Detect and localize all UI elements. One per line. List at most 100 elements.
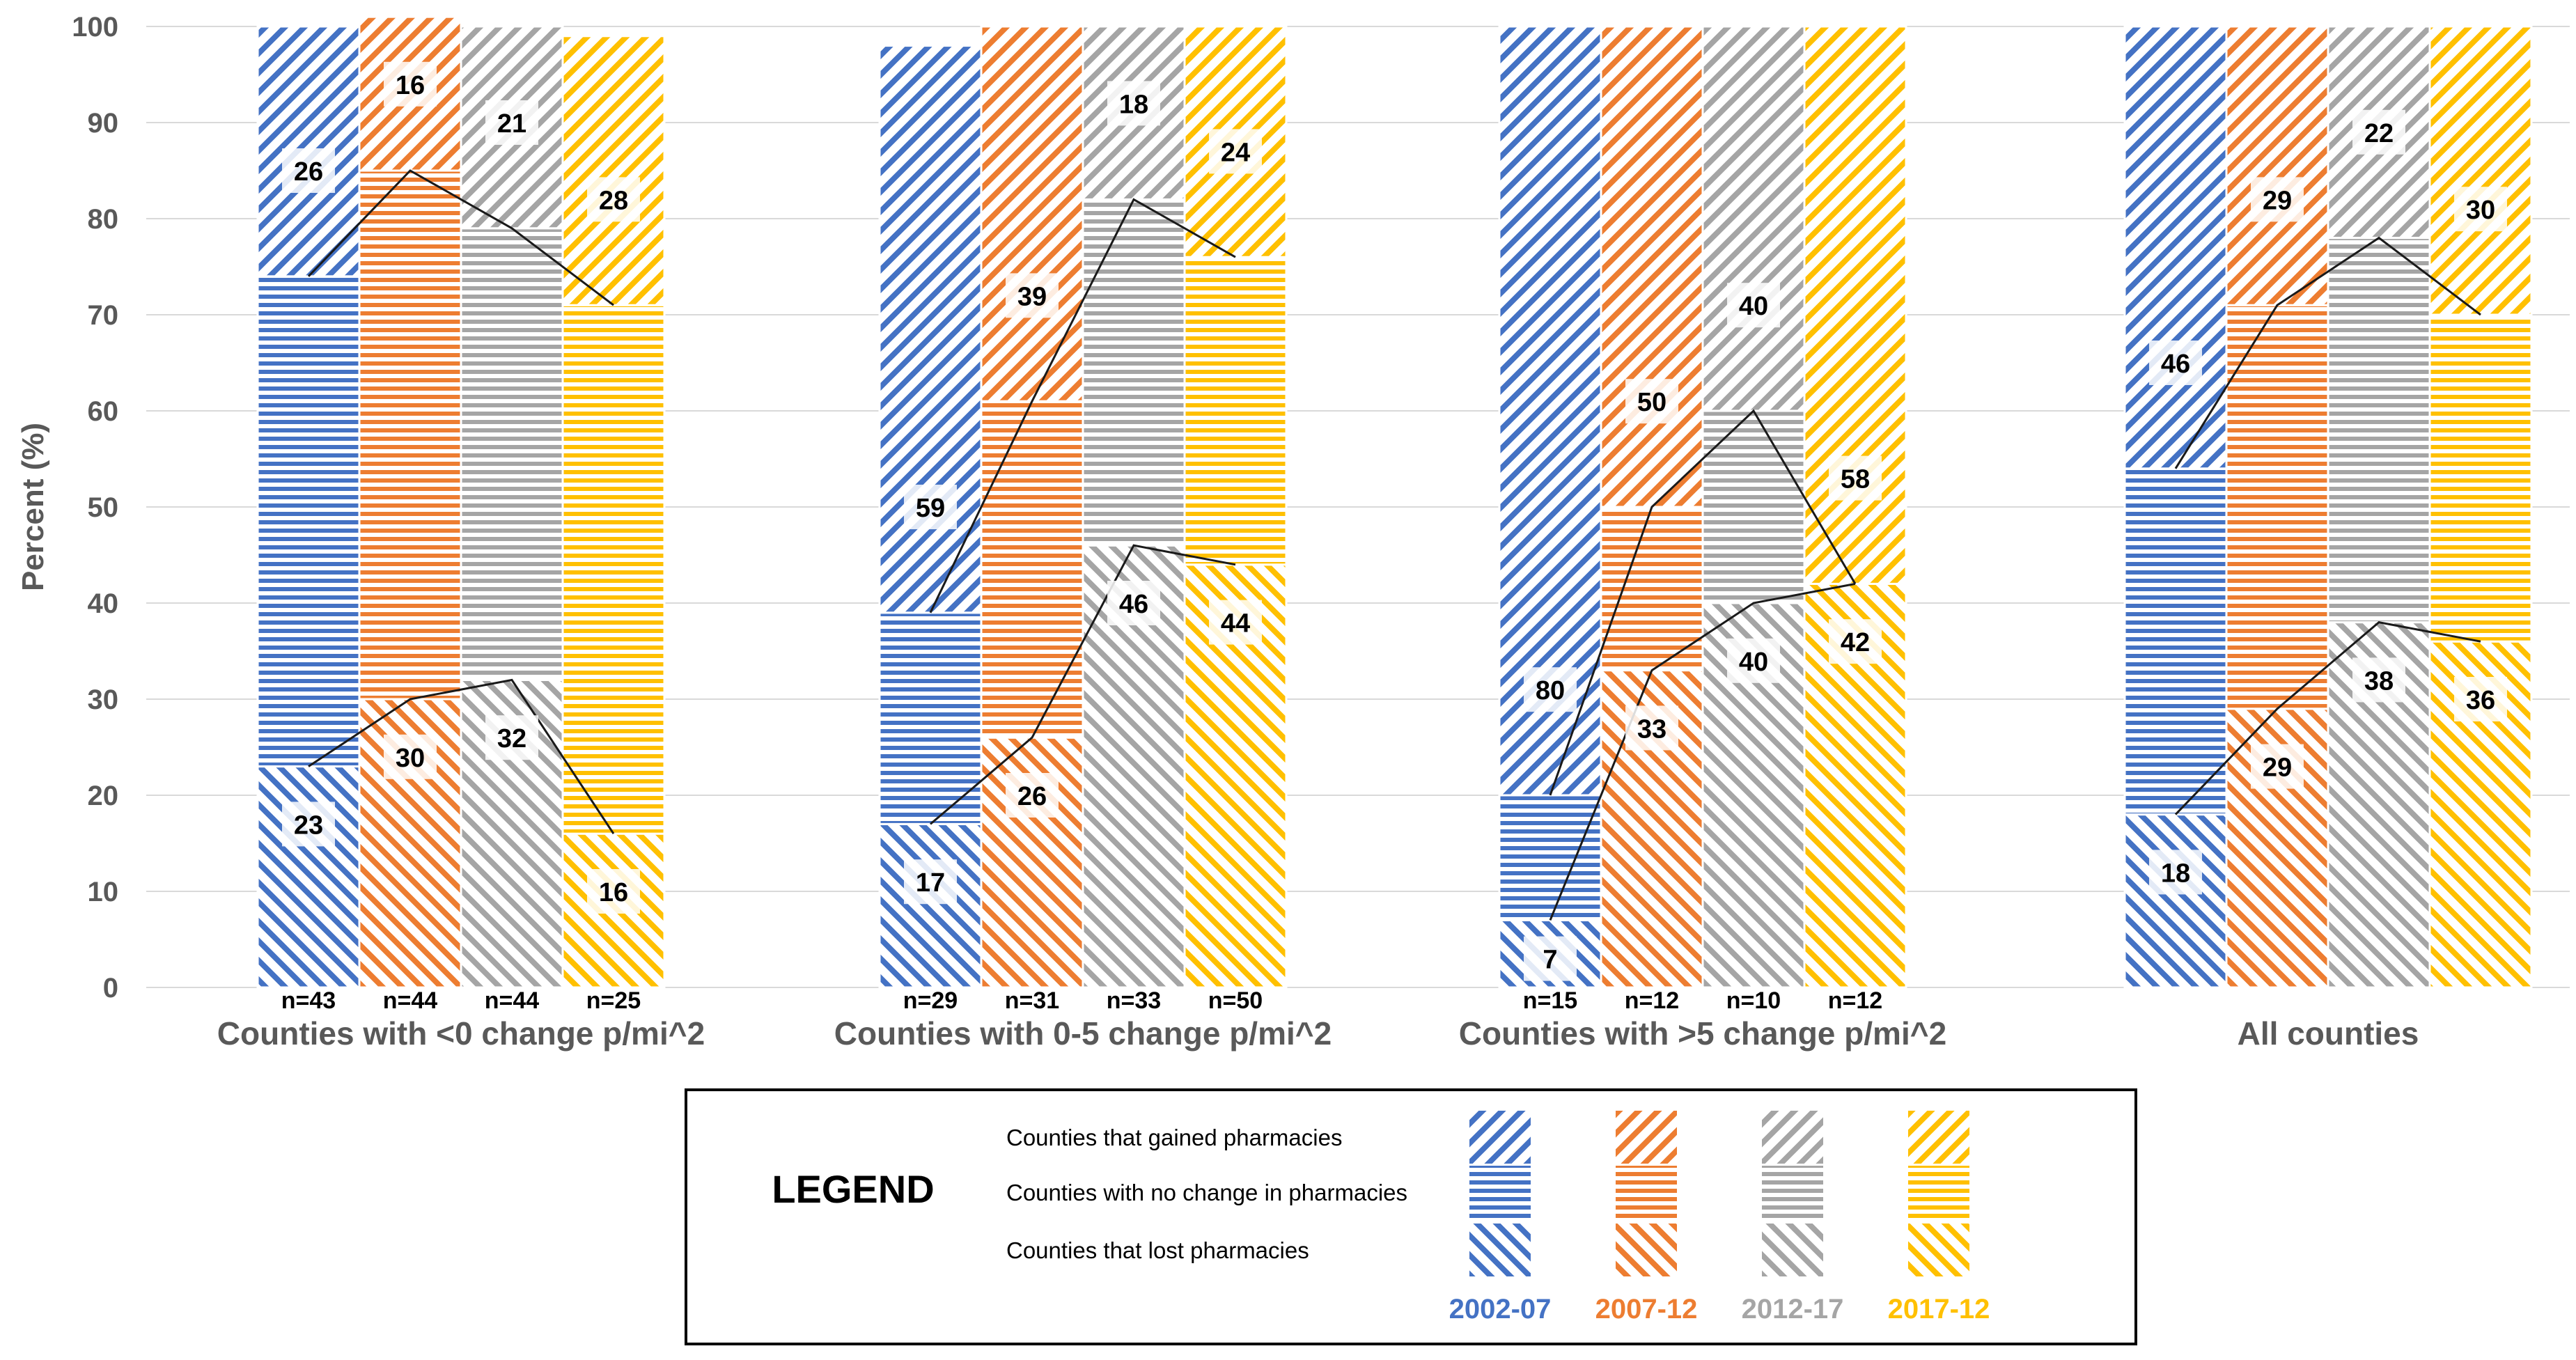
data-label-lost: 46: [1119, 590, 1148, 619]
data-labels: 23 26 30 16 32 21 16 28 17 59 26 39 46 18 44 24 7 80 33 50 4…: [282, 61, 2507, 981]
bar-no_change: [1183, 256, 1288, 566]
data-label-bg: [1524, 667, 1577, 712]
bar-no_change: [2225, 304, 2329, 710]
data-label-gained: 24: [1221, 138, 1250, 167]
legend-swatch-gained: [1762, 1111, 1823, 1164]
n-label: n=10: [1726, 987, 1781, 1014]
data-label-bg: [1006, 273, 1059, 318]
data-label-bg: [1829, 455, 1882, 501]
data-label-bg: [282, 148, 335, 193]
data-label-gained: 18: [1119, 90, 1148, 119]
y-tick-label: 20: [88, 781, 119, 811]
data-label-bg: [1829, 619, 1882, 664]
data-label-bg: [282, 802, 335, 847]
data-label-gained: 58: [1841, 465, 1870, 494]
bar-no_change: [358, 169, 462, 701]
bar-no_change: [2123, 467, 2228, 816]
data-label-bg: [2454, 677, 2507, 721]
data-label-lost: 26: [1017, 782, 1047, 811]
y-tick-label: 30: [88, 685, 119, 715]
legend-period-label: 2017-12: [1888, 1294, 1990, 1324]
data-label-bg: [2352, 657, 2405, 703]
data-label-bg: [1524, 936, 1577, 981]
n-label: n=44: [485, 987, 540, 1014]
data-label-lost: 23: [294, 811, 323, 840]
data-label-bg: [1625, 705, 1678, 751]
bar-no_change: [561, 304, 666, 835]
y-tick-label: 10: [88, 877, 119, 907]
n-label: n=12: [1828, 987, 1882, 1014]
bar-gained: [1600, 25, 1704, 508]
bar-gained: [2123, 25, 2228, 470]
legend-period-label: 2002-07: [1449, 1294, 1552, 1324]
y-tick-label: 80: [88, 204, 119, 235]
data-label-lost: 16: [599, 878, 628, 907]
legend-swatch-no_change: [1908, 1166, 1969, 1219]
n-label: n=50: [1208, 987, 1263, 1014]
bar-gained: [980, 25, 1084, 402]
lost-connector-line: [2174, 620, 2481, 815]
bar-gained: [2225, 25, 2329, 306]
n-label: n=25: [586, 987, 641, 1014]
data-label-gained: 29: [2263, 186, 2292, 215]
data-label-bg: [485, 715, 538, 760]
data-label-bg: [1727, 638, 1780, 683]
data-label-gained: 40: [1739, 292, 1768, 321]
bar-no_change: [1498, 794, 1602, 921]
bar-no_change: [878, 611, 983, 825]
legend-row-label: Counties that gained pharmacies: [1006, 1125, 1342, 1150]
legend-swatch-gained: [1469, 1111, 1531, 1164]
data-label-lost: 36: [2466, 686, 2495, 715]
legend-swatch-no_change: [1616, 1166, 1677, 1219]
data-label-bg: [384, 734, 437, 779]
legend-row-label: Counties that lost pharmacies: [1006, 1237, 1309, 1263]
data-label-bg: [2251, 177, 2304, 222]
data-label-bg: [1625, 379, 1678, 424]
data-label-lost: 33: [1637, 714, 1666, 744]
nochange-connector-line: [2174, 236, 2481, 469]
legend-swatch-lost: [1616, 1224, 1677, 1276]
y-tick-label: 50: [88, 492, 119, 523]
data-label-gained: 26: [294, 157, 323, 187]
data-label-gained: 50: [1637, 388, 1666, 417]
data-label-bg: [1006, 773, 1059, 818]
data-label-bg: [384, 61, 437, 107]
n-label: n=31: [1005, 987, 1059, 1014]
data-label-bg: [1727, 283, 1780, 328]
bar-no_change: [460, 227, 564, 681]
y-tick-label: 60: [88, 396, 119, 427]
category-label: Counties with 0-5 change p/mi^2: [834, 1015, 1332, 1052]
data-label-bg: [485, 100, 538, 145]
data-label-gained: 28: [599, 186, 628, 215]
data-label-bg: [2454, 187, 2507, 232]
category-label: All counties: [2238, 1015, 2419, 1052]
data-label-bg: [587, 869, 640, 914]
bar-no_change: [256, 275, 361, 768]
data-label-lost: 30: [396, 744, 425, 773]
data-label-bg: [1209, 600, 1262, 645]
legend-swatch-lost: [1469, 1224, 1531, 1276]
data-label-lost: 29: [2263, 753, 2292, 783]
nochange-connector-line: [929, 198, 1236, 613]
nochange-connector-line: [1549, 409, 1857, 796]
data-label-gained: 22: [2364, 119, 2394, 148]
data-label-lost: 38: [2364, 666, 2394, 696]
legend-period-label: 2012-17: [1742, 1294, 1844, 1324]
y-tick-label: 0: [103, 973, 118, 1003]
y-tick-label: 70: [88, 300, 119, 331]
data-label-bg: [1209, 129, 1262, 174]
legend-period-label: 2007-12: [1595, 1294, 1698, 1324]
category-label: Counties with >5 change p/mi^2: [1459, 1015, 1946, 1052]
data-label-gained: 46: [2161, 350, 2190, 379]
bar-gained: [1701, 25, 1806, 412]
lost-connector-line: [308, 678, 615, 835]
data-label-lost: 18: [2161, 859, 2190, 888]
data-label-gained: 39: [1017, 282, 1047, 311]
bar-no_change: [2428, 313, 2533, 643]
data-label-lost: 42: [1841, 628, 1870, 657]
data-label-gained: 30: [2466, 196, 2495, 225]
data-label-bg: [904, 859, 957, 905]
lost-connector-line: [1549, 582, 1856, 921]
legend-row-label: Counties with no change in pharmacies: [1006, 1180, 1407, 1205]
n-label: n=12: [1625, 987, 1679, 1014]
